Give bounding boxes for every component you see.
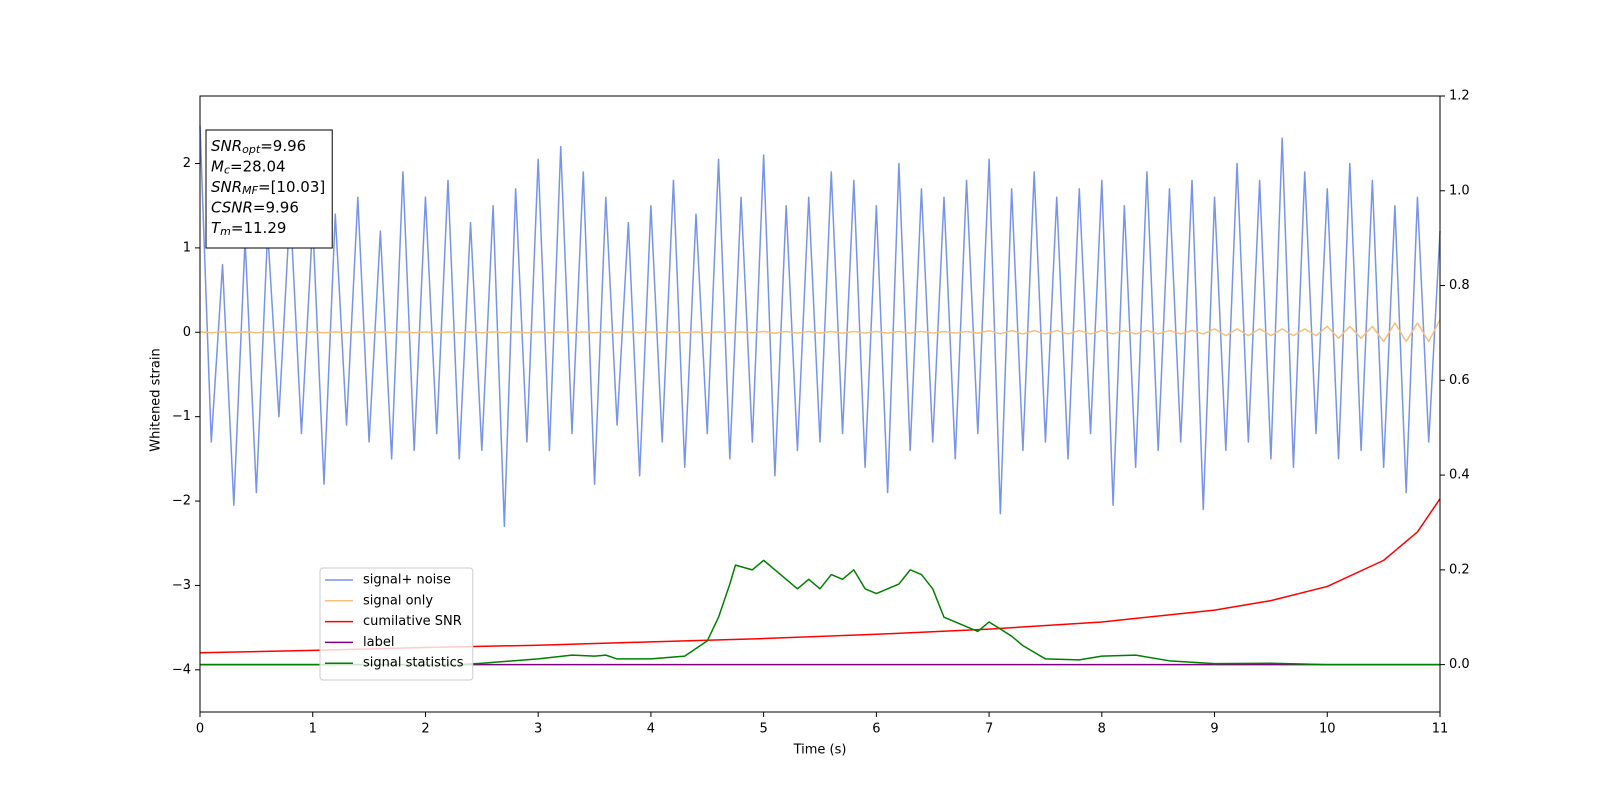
annotation-symbol: SNR [211,137,242,155]
y2-tick-label: 0.4 [1449,468,1470,483]
y2-tick-label: 1.0 [1449,183,1470,198]
y2-tick-label: 0.2 [1449,562,1470,577]
x-tick-label: 5 [759,722,767,737]
annotation-symbol: M [211,157,224,175]
y2-tick-label: 1.2 [1449,89,1470,104]
y-tick-label: −4 [172,662,191,677]
legend: signal+ noise signal only cumilative SNR la… [319,567,474,681]
annotation-frame [205,129,333,249]
x-tick-label: 4 [647,722,655,737]
annotation-text: =[10.03] [258,178,325,196]
y-tick-label: −2 [172,494,191,509]
annotation-symbol: CSNR [211,198,253,216]
annotation: SNRMF=[10.03] [211,178,325,198]
annotation-symbol: T [211,219,222,237]
x-tick-label: 11 [1432,722,1449,737]
annotation-text: =11.29 [231,219,287,237]
annotation-subscript: opt [242,143,261,156]
annotation: Mc=28.04 [211,157,286,177]
plot-frame [199,95,1441,713]
annotation-text: =9.96 [260,137,306,155]
y2-tick-label: 0.8 [1449,278,1470,293]
annotation-subscript: m [220,225,231,238]
x-tick-label: 9 [1210,722,1218,737]
annotation-box: SNRopt=9.96Mc=28.04SNRMF=[10.03]CSNR=9.9… [205,129,333,249]
x-axis-label: Time (s) [793,743,847,758]
annotation: SNRopt=9.96 [211,137,306,157]
annotation-subscript: c [224,164,230,177]
annotation-text: =28.04 [230,157,286,175]
annotation-text: =9.96 [253,198,299,216]
legend-label: signal only [363,593,433,608]
data-line [199,125,1441,528]
y-tick-label: 2 [183,156,191,171]
legend-label: cumilative SNR [363,614,462,629]
y-tick-label: 0 [183,325,191,340]
x-tick-label: 2 [421,722,429,737]
x-tick-label: 3 [534,722,542,737]
annotation-subscript: MF [242,184,258,197]
x-tick-label: 7 [985,722,993,737]
x-tick-label: 1 [309,722,317,737]
y-tick-label: −3 [172,578,191,593]
data-line [199,319,1441,343]
y-tick-label: 1 [183,240,191,255]
y-axis-label: Whitened strain [149,348,164,451]
annotation-symbol: SNR [211,178,242,196]
data-line [200,559,1440,666]
x-tick-label: 6 [872,722,880,737]
annotation: CSNR=9.96 [211,198,299,216]
x-tick-label: 10 [1319,722,1336,737]
legend-frame [319,567,474,681]
legend-label: signal statistics [363,656,464,671]
y-tick-label: −1 [172,409,191,424]
annotation: Tm=11.29 [211,219,286,239]
legend-label: label [363,635,394,650]
x-tick-label: 8 [1098,722,1106,737]
y2-tick-label: 0.0 [1449,657,1470,672]
y2-tick-label: 0.6 [1449,373,1470,388]
x-tick-label: 0 [196,722,204,737]
legend-label: signal+ noise [363,573,451,588]
